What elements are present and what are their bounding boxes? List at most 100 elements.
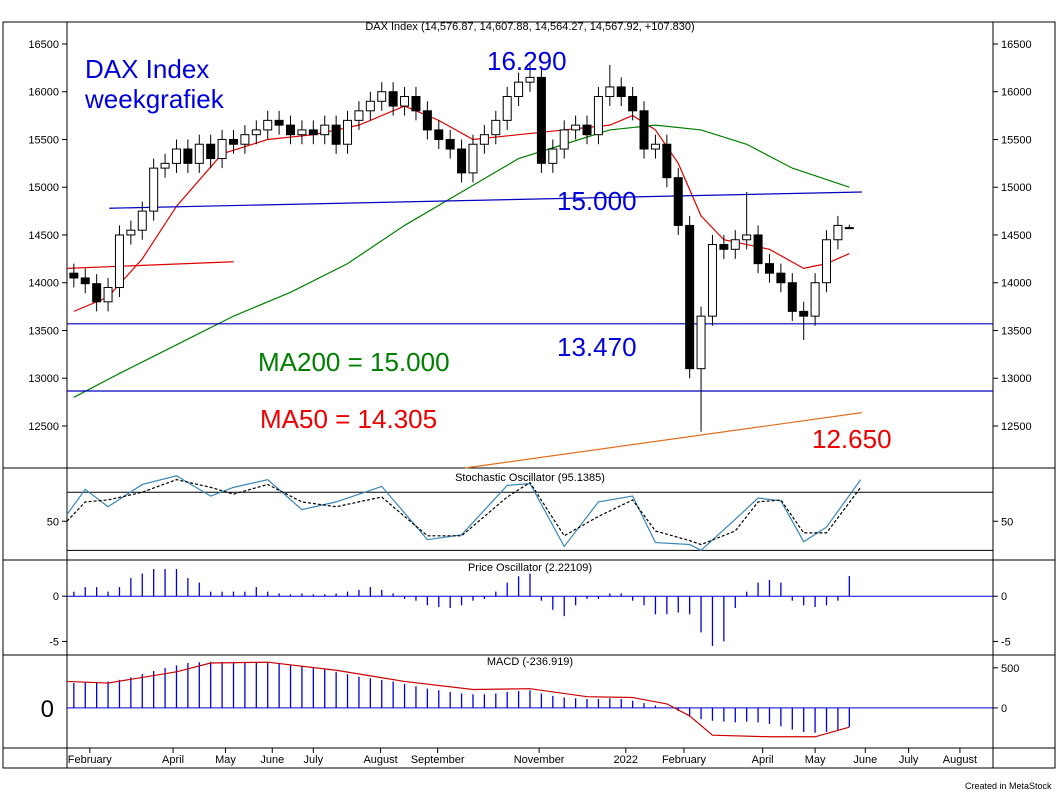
y-tick-label: 13000 — [28, 373, 59, 385]
y-tick-label: 15500 — [28, 134, 59, 146]
x-tick-label: May — [215, 754, 236, 766]
candle-body — [149, 167, 159, 212]
candle-body — [707, 244, 717, 317]
candle-body — [171, 148, 181, 164]
panel-title: Price Oscillator (2.22109) — [468, 562, 592, 574]
candle-body — [730, 239, 740, 250]
candle-body — [80, 277, 90, 285]
candle-body — [571, 124, 581, 131]
candle-body — [263, 119, 273, 131]
candle-body — [126, 229, 136, 236]
candle-body — [297, 129, 307, 136]
panel-title: MACD (-236.919) — [487, 656, 573, 668]
x-tick-label: April — [162, 754, 184, 766]
y-tick-label: 0 — [41, 696, 54, 723]
candle-body — [559, 129, 569, 150]
candle-body — [536, 76, 546, 164]
candle-body — [320, 124, 330, 136]
candle-body — [685, 224, 695, 370]
y-tick-label: 14500 — [1001, 230, 1032, 242]
candle-body — [673, 177, 683, 226]
candle-body — [354, 110, 364, 121]
candle-body — [434, 129, 444, 140]
candle-body — [525, 76, 535, 83]
candle-body — [616, 86, 626, 97]
candle-body — [411, 95, 421, 112]
candle-body — [582, 124, 592, 136]
candle-body — [833, 224, 843, 241]
candle-body — [331, 124, 341, 145]
x-tick-label: July — [899, 754, 919, 766]
y-tick-label: 0 — [1001, 703, 1007, 715]
x-tick-label: July — [304, 754, 324, 766]
candle-body — [662, 143, 672, 179]
panel-title: Stochastic Oscillator (95.1385) — [455, 472, 605, 484]
x-tick-label: February — [662, 754, 707, 766]
candle-body — [103, 286, 113, 303]
y-tick-label: 15500 — [1001, 134, 1032, 146]
y-tick-label: -5 — [49, 636, 59, 648]
candle-body — [206, 143, 216, 160]
panel-title: DAX Index (14,576.87, 14,607.88, 14,564.… — [365, 21, 694, 33]
candle-body — [491, 119, 501, 136]
y-tick-label: 16000 — [28, 87, 59, 99]
y-tick-label: 13500 — [28, 325, 59, 337]
annotation: MA50 = 14.305 — [260, 404, 437, 434]
candle-body — [822, 239, 832, 284]
candle-body — [844, 227, 854, 230]
x-tick-label: May — [805, 754, 826, 766]
candle-body — [445, 138, 455, 150]
candle-body — [365, 100, 375, 112]
x-tick-label: June — [260, 754, 284, 766]
candle-body — [787, 282, 797, 312]
candle-body — [696, 315, 706, 370]
candle-body — [593, 95, 603, 136]
line — [67, 261, 234, 269]
y-tick-label: 16500 — [1001, 39, 1032, 51]
y-tick-label: 14500 — [28, 230, 59, 242]
candle-body — [457, 148, 467, 174]
candle-body — [194, 143, 204, 164]
candle-body — [502, 95, 512, 121]
candle-body — [776, 272, 786, 284]
y-tick-label: 15000 — [1001, 182, 1032, 194]
annotation: 16.290 — [487, 46, 567, 76]
candle-body — [251, 129, 261, 136]
y-tick-label: 14000 — [1001, 278, 1032, 290]
candle-body — [217, 138, 227, 160]
candle-body — [274, 119, 284, 126]
y-tick-label: 12500 — [1001, 421, 1032, 433]
candle-body — [742, 234, 752, 241]
x-tick-label: September — [411, 754, 465, 766]
candle-body — [286, 124, 296, 136]
y-tick-label: 16000 — [1001, 87, 1032, 99]
candle-body — [548, 148, 558, 164]
candle-body — [422, 110, 432, 131]
candle-body — [240, 134, 250, 145]
y-tick-label: 50 — [47, 516, 59, 528]
annotation: DAX Index — [85, 54, 209, 84]
x-tick-label: August — [363, 754, 397, 766]
x-tick-label: June — [853, 754, 877, 766]
annotation: 15.000 — [557, 186, 637, 216]
candle-body — [114, 234, 124, 288]
line — [73, 124, 850, 398]
x-axis: February April May June July August September N… — [68, 748, 977, 766]
frame — [2, 21, 1056, 769]
annotation: 12.650 — [812, 424, 892, 454]
candle-body — [753, 234, 763, 265]
candle-body — [308, 129, 318, 136]
y-tick-label: 16500 — [28, 39, 59, 51]
x-tick-label: April — [752, 754, 774, 766]
x-tick-label: February — [68, 754, 113, 766]
line — [464, 412, 862, 469]
candle-body — [605, 86, 615, 97]
y-tick-label: 0 — [53, 591, 59, 603]
candle-body — [514, 81, 524, 97]
line — [109, 191, 862, 209]
y-tick-label: 500 — [1001, 663, 1019, 675]
candle-body — [228, 138, 238, 145]
candle-body — [810, 282, 820, 317]
annotation: 13.470 — [557, 332, 637, 362]
candle-body — [479, 134, 489, 145]
